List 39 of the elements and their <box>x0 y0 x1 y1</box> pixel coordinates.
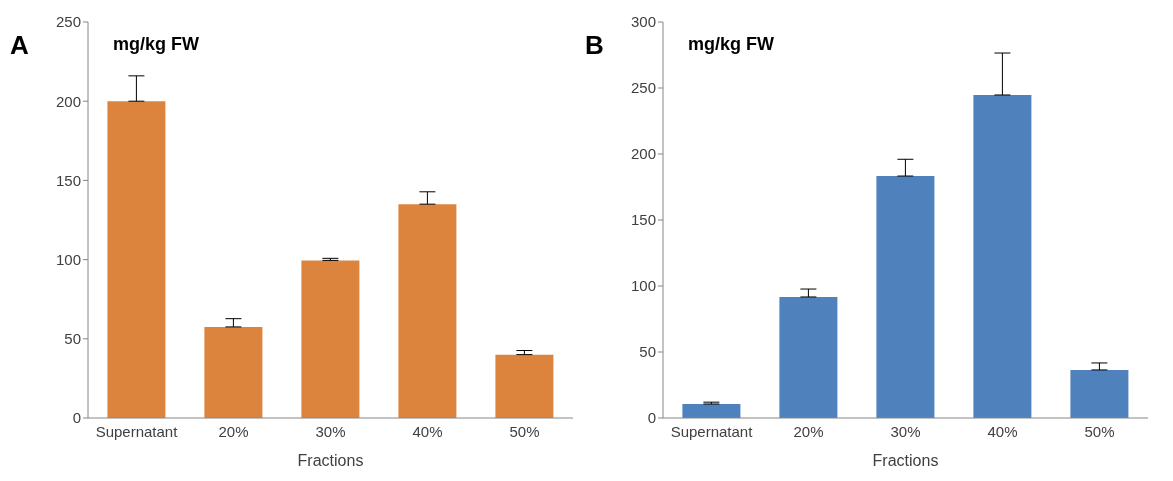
chart-title: A <box>10 30 29 61</box>
x-axis-title: Fractions <box>872 452 939 469</box>
bar <box>398 204 457 418</box>
chart-title: B <box>585 30 604 61</box>
x-tick-label: 20% <box>218 422 249 440</box>
y-axis-title: mg/kg FW <box>113 34 199 55</box>
x-tick-label: 50% <box>509 422 540 440</box>
x-tick-label: 50% <box>1084 422 1115 440</box>
y-tick-label: 250 <box>55 13 81 31</box>
x-tick-label: 30% <box>890 422 921 440</box>
bar <box>973 95 1032 418</box>
y-tick-label: 100 <box>55 250 81 268</box>
y-tick-label: 50 <box>639 343 656 361</box>
x-tick-label: Supernatant <box>670 422 754 440</box>
bar <box>682 404 741 418</box>
y-tick-label: 200 <box>630 145 656 163</box>
y-tick-label: 200 <box>55 92 81 110</box>
bar <box>107 101 166 418</box>
y-tick-label: 150 <box>630 211 656 229</box>
x-axis-title: Fractions <box>297 452 364 469</box>
y-tick-label: 0 <box>72 409 81 427</box>
bar <box>1070 369 1129 418</box>
y-tick-label: 100 <box>630 277 656 295</box>
x-tick-label: 30% <box>315 422 346 440</box>
x-tick-label: 40% <box>412 422 443 440</box>
x-tick-label: 20% <box>793 422 824 440</box>
y-tick-label: 0 <box>647 409 656 427</box>
y-tick-label: 300 <box>630 13 656 31</box>
bar <box>876 176 935 418</box>
bar <box>779 296 838 418</box>
y-axis-title: mg/kg FW <box>688 34 774 55</box>
y-tick-label: 250 <box>630 79 656 97</box>
y-tick-label: 150 <box>55 171 81 189</box>
bar <box>204 326 263 418</box>
x-tick-label: 40% <box>987 422 1018 440</box>
bar <box>301 260 360 418</box>
x-tick-label: Supernatant <box>95 422 179 440</box>
bar <box>495 354 554 418</box>
y-tick-label: 50 <box>64 330 81 348</box>
